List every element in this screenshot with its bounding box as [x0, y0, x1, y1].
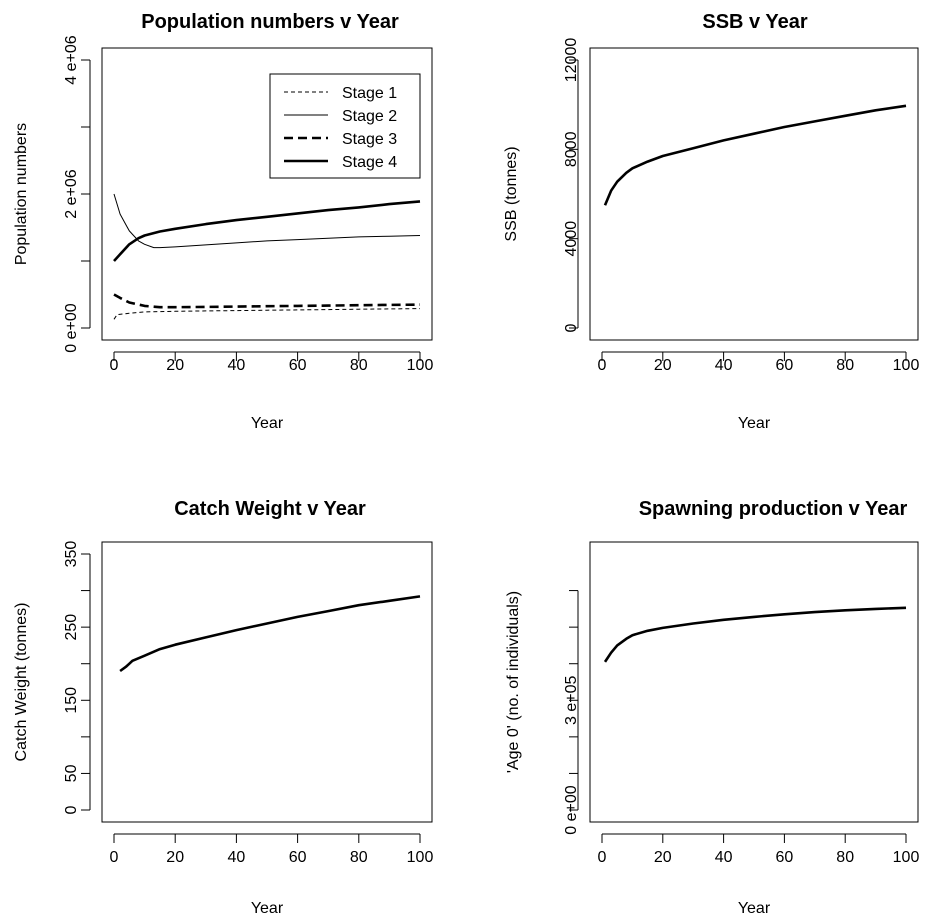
- x-tick-label: 80: [836, 849, 854, 866]
- x-tick-label: 20: [166, 357, 184, 374]
- x-tick-label: 40: [228, 357, 246, 374]
- chart-panel-3: Catch Weight v Year 0 20 40 60 80 100 0 50 150 250…: [13, 498, 433, 917]
- y-tick-label: 12000: [563, 38, 580, 83]
- series-line-4: [114, 201, 420, 261]
- y-tick-label: 3 e+05: [563, 675, 580, 724]
- x-tick-label: 80: [350, 849, 368, 866]
- x-tick-label: 40: [715, 849, 733, 866]
- x-tick-label: 100: [893, 357, 920, 374]
- x-tick-label: 60: [776, 357, 794, 374]
- x-tick-label: 0: [110, 357, 119, 374]
- chart-title: Population numbers v Year: [141, 11, 399, 33]
- series-line-1: [114, 309, 420, 320]
- y-tick-label: 4000: [563, 221, 580, 257]
- series-line-1: [605, 106, 906, 205]
- x-axis-label: Year: [738, 900, 771, 917]
- x-tick-label: 20: [654, 849, 672, 866]
- y-axis-label: SSB (tonnes): [503, 146, 520, 241]
- y-tick-label: 150: [63, 687, 80, 714]
- y-tick-label: 0: [63, 805, 80, 814]
- legend-label: Stage 2: [342, 108, 397, 125]
- x-tick-label: 20: [166, 849, 184, 866]
- y-tick-label: 8000: [563, 131, 580, 167]
- x-tick-label: 20: [654, 357, 672, 374]
- plot-frame: [590, 542, 918, 822]
- chart-title: Catch Weight v Year: [174, 498, 366, 520]
- x-tick-label: 0: [598, 849, 607, 866]
- legend-label: Stage 3: [342, 131, 397, 148]
- chart-panel-1: Population numbers v Year 0 20 40 60 80 100 0 e…: [13, 11, 433, 432]
- y-tick-label: 0 e+00: [63, 303, 80, 352]
- x-tick-label: 60: [289, 357, 307, 374]
- x-axis-label: Year: [251, 415, 284, 432]
- x-tick-label: 100: [893, 849, 920, 866]
- y-axis-label: 'Age 0' (no. of individuals): [505, 591, 522, 773]
- x-tick-label: 80: [836, 357, 854, 374]
- y-axis-label: Catch Weight (tonnes): [13, 603, 30, 762]
- chart-panel-4: Spawning production v Year 0 20 40 60 80 100 0 …: [505, 498, 919, 917]
- y-tick-label: 4 e+06: [63, 35, 80, 84]
- x-tick-label: 40: [228, 849, 246, 866]
- x-tick-label: 0: [598, 357, 607, 374]
- plot-frame: [590, 48, 918, 340]
- x-tick-label: 40: [715, 357, 733, 374]
- x-tick-label: 100: [407, 849, 434, 866]
- legend: Stage 1 Stage 2 Stage 3 Stage 4: [270, 74, 420, 178]
- series-line-3: [114, 295, 420, 308]
- chart-title: SSB v Year: [702, 11, 807, 33]
- x-tick-label: 60: [289, 849, 307, 866]
- x-tick-label: 100: [407, 357, 434, 374]
- legend-label: Stage 1: [342, 85, 397, 102]
- chart-title: Spawning production v Year: [639, 498, 908, 520]
- y-tick-label: 250: [63, 614, 80, 641]
- x-tick-label: 80: [350, 357, 368, 374]
- x-tick-label: 0: [110, 849, 119, 866]
- x-axis-label: Year: [738, 415, 771, 432]
- y-axis-label: Population numbers: [13, 123, 30, 265]
- chart-panel-2: SSB v Year 0 20 40 60 80 100 0 4000 8000 12000 Year…: [503, 11, 919, 432]
- x-axis-label: Year: [251, 900, 284, 917]
- y-tick-label: 0 e+00: [563, 785, 580, 834]
- y-tick-label: 2 e+06: [63, 169, 80, 218]
- y-tick-label: 350: [63, 541, 80, 568]
- series-line-1: [120, 596, 420, 671]
- legend-label: Stage 4: [342, 154, 397, 171]
- series-line-1: [605, 608, 906, 662]
- series-line-2: [114, 194, 420, 248]
- plot-frame: [102, 542, 432, 822]
- y-tick-label: 50: [63, 764, 80, 782]
- y-tick-label: 0: [563, 323, 580, 332]
- x-tick-label: 60: [776, 849, 794, 866]
